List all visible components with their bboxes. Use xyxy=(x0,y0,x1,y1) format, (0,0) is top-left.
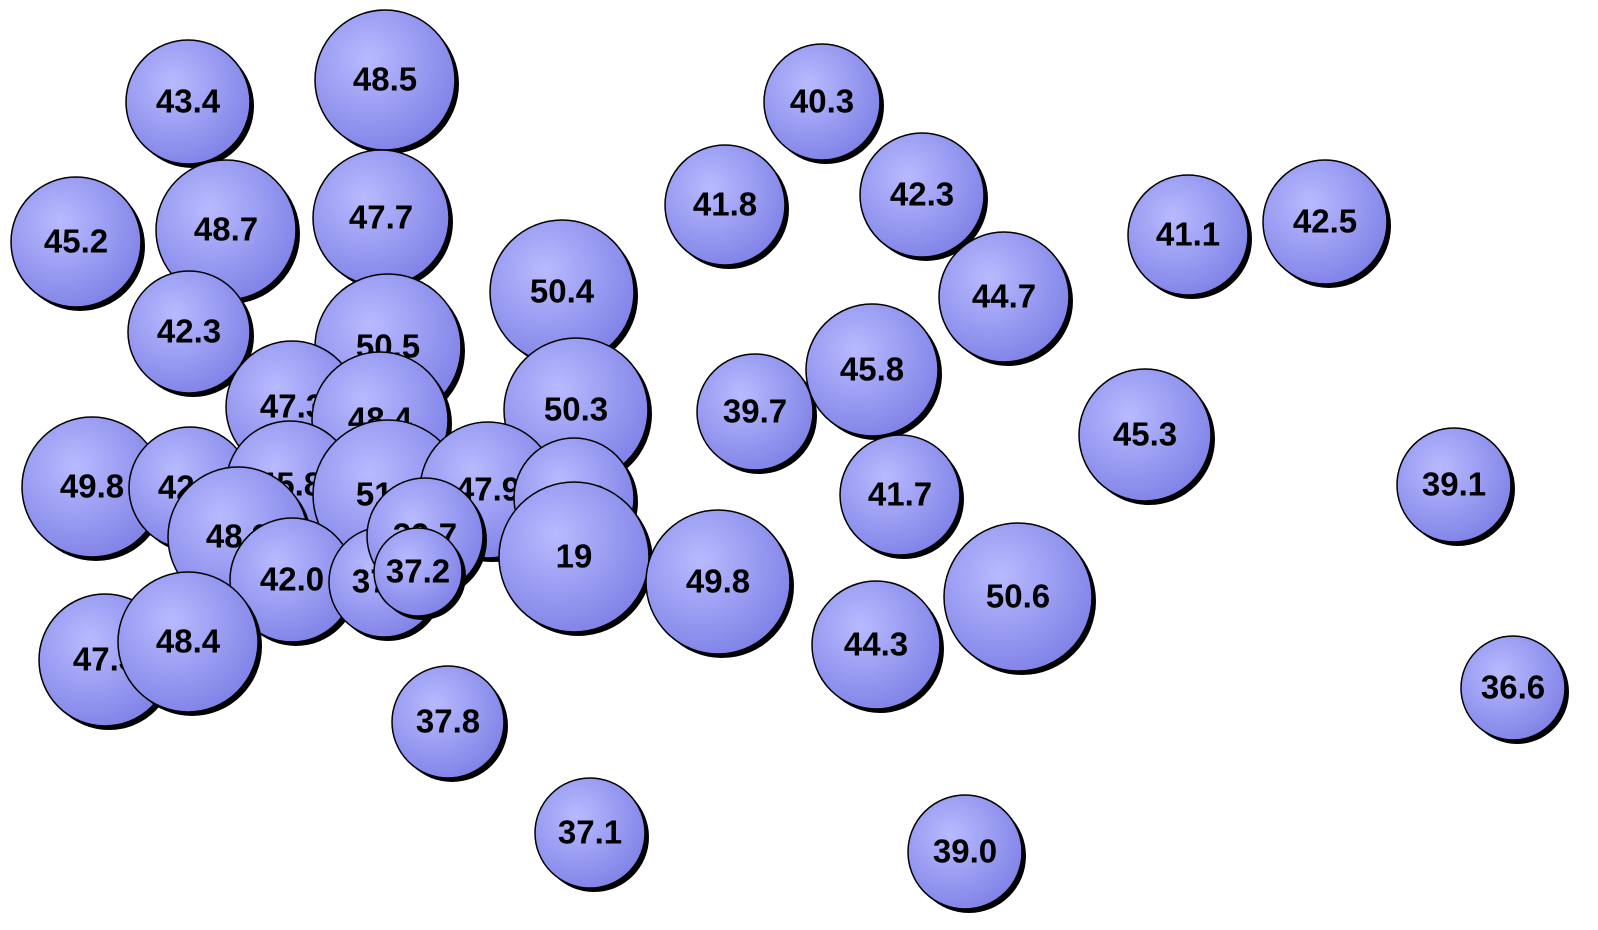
bubble-group: 37.1 xyxy=(534,777,649,892)
bubble xyxy=(811,580,941,710)
bubble-label: 39.1 xyxy=(1422,466,1486,503)
bubble-group: 41.7 xyxy=(839,434,964,559)
bubble xyxy=(1396,427,1512,543)
bubble-label: 50.4 xyxy=(530,273,595,310)
bubble xyxy=(117,571,259,713)
bubble xyxy=(534,777,646,889)
bubble-group: 48.4 xyxy=(117,571,262,716)
bubble xyxy=(373,527,463,617)
bubble xyxy=(664,144,786,266)
bubble xyxy=(763,43,881,161)
bubble-group: 41.8 xyxy=(664,144,789,269)
bubble xyxy=(1460,635,1566,741)
bubble-group: 36.6 xyxy=(1460,635,1569,744)
bubble-label: 49.8 xyxy=(686,563,750,600)
bubble-label: 40.3 xyxy=(790,83,854,120)
bubble-group: 42.0 xyxy=(229,517,358,646)
bubble xyxy=(1127,174,1249,296)
bubble xyxy=(943,522,1093,672)
bubble-label: 39.7 xyxy=(723,393,787,430)
bubble-group: 47.7 xyxy=(312,149,453,290)
bubble-label: 48.5 xyxy=(353,61,417,98)
bubble xyxy=(1262,159,1388,285)
bubble-label: 49.8 xyxy=(60,468,124,505)
bubble xyxy=(10,176,142,308)
bubble-group: 49.8 xyxy=(21,416,166,561)
bubble xyxy=(391,665,505,779)
bubble-label: 45.3 xyxy=(1113,416,1177,453)
bubble-group: 45.3 xyxy=(1078,368,1215,505)
bubble-label: 45.8 xyxy=(840,351,904,388)
bubble-label: 42.3 xyxy=(157,313,221,350)
bubble-group: 49.8 xyxy=(645,509,794,658)
bubble-group: 50.4 xyxy=(489,219,638,368)
bubble-group: 40.3 xyxy=(763,43,884,164)
bubble-label: 37.8 xyxy=(416,703,480,740)
bubble-label: 39.0 xyxy=(933,833,997,870)
bubble-label: 42.5 xyxy=(1293,203,1357,240)
bubble-label: 37.1 xyxy=(558,814,622,851)
bubble-label: 42.3 xyxy=(890,176,954,213)
bubble-group: 39.0 xyxy=(907,794,1026,913)
bubble-group: 48.5 xyxy=(314,9,459,154)
bubble-group: 37.8 xyxy=(391,665,508,782)
bubble-label: 41.1 xyxy=(1156,216,1220,253)
bubble-group: 42.5 xyxy=(1262,159,1391,288)
bubble xyxy=(1078,368,1212,502)
bubble xyxy=(859,132,985,258)
bubble xyxy=(938,231,1070,363)
bubble-group: 50.6 xyxy=(943,522,1096,675)
bubble-group: 43.4 xyxy=(125,39,254,168)
bubble-group: 48.7 xyxy=(155,159,300,304)
bubble-label: 41.7 xyxy=(868,476,932,513)
bubble-group: 19 xyxy=(498,481,653,636)
bubble-group: 45.8 xyxy=(805,303,942,440)
bubble xyxy=(839,434,961,556)
bubble-label: 37.2 xyxy=(386,553,450,590)
bubble-group: 44.7 xyxy=(938,231,1073,366)
bubble-group: 37.2 xyxy=(373,527,466,620)
bubble xyxy=(125,39,251,165)
bubble-label: 43.4 xyxy=(156,83,221,120)
bubble xyxy=(805,303,939,437)
bubble-label: 44.3 xyxy=(844,626,908,663)
bubble-group: 45.2 xyxy=(10,176,145,311)
bubble-label: 45.2 xyxy=(44,223,108,260)
bubble-label: 19 xyxy=(556,538,593,575)
bubble-group: 41.1 xyxy=(1127,174,1252,299)
bubble-group: 39.7 xyxy=(696,353,817,474)
bubble-label: 36.6 xyxy=(1481,669,1545,706)
bubble-label: 44.7 xyxy=(972,278,1036,315)
bubble-label: 50.3 xyxy=(544,391,608,428)
bubble xyxy=(907,794,1023,910)
bubble-group: 42.3 xyxy=(127,270,254,397)
bubble-label: 47.7 xyxy=(349,199,413,236)
bubble-group: 44.3 xyxy=(811,580,944,713)
bubble xyxy=(645,509,791,655)
bubble xyxy=(498,481,650,633)
bubble xyxy=(696,353,814,471)
bubble-label: 50.6 xyxy=(986,578,1050,615)
bubble-group: 39.1 xyxy=(1396,427,1515,546)
bubble-label: 42.0 xyxy=(260,561,324,598)
bubble xyxy=(127,270,251,394)
bubble-label: 48.4 xyxy=(156,623,221,660)
bubble-label: 41.8 xyxy=(693,186,757,223)
bubble-group: 42.3 xyxy=(859,132,988,261)
bubble-label: 48.7 xyxy=(194,211,258,248)
